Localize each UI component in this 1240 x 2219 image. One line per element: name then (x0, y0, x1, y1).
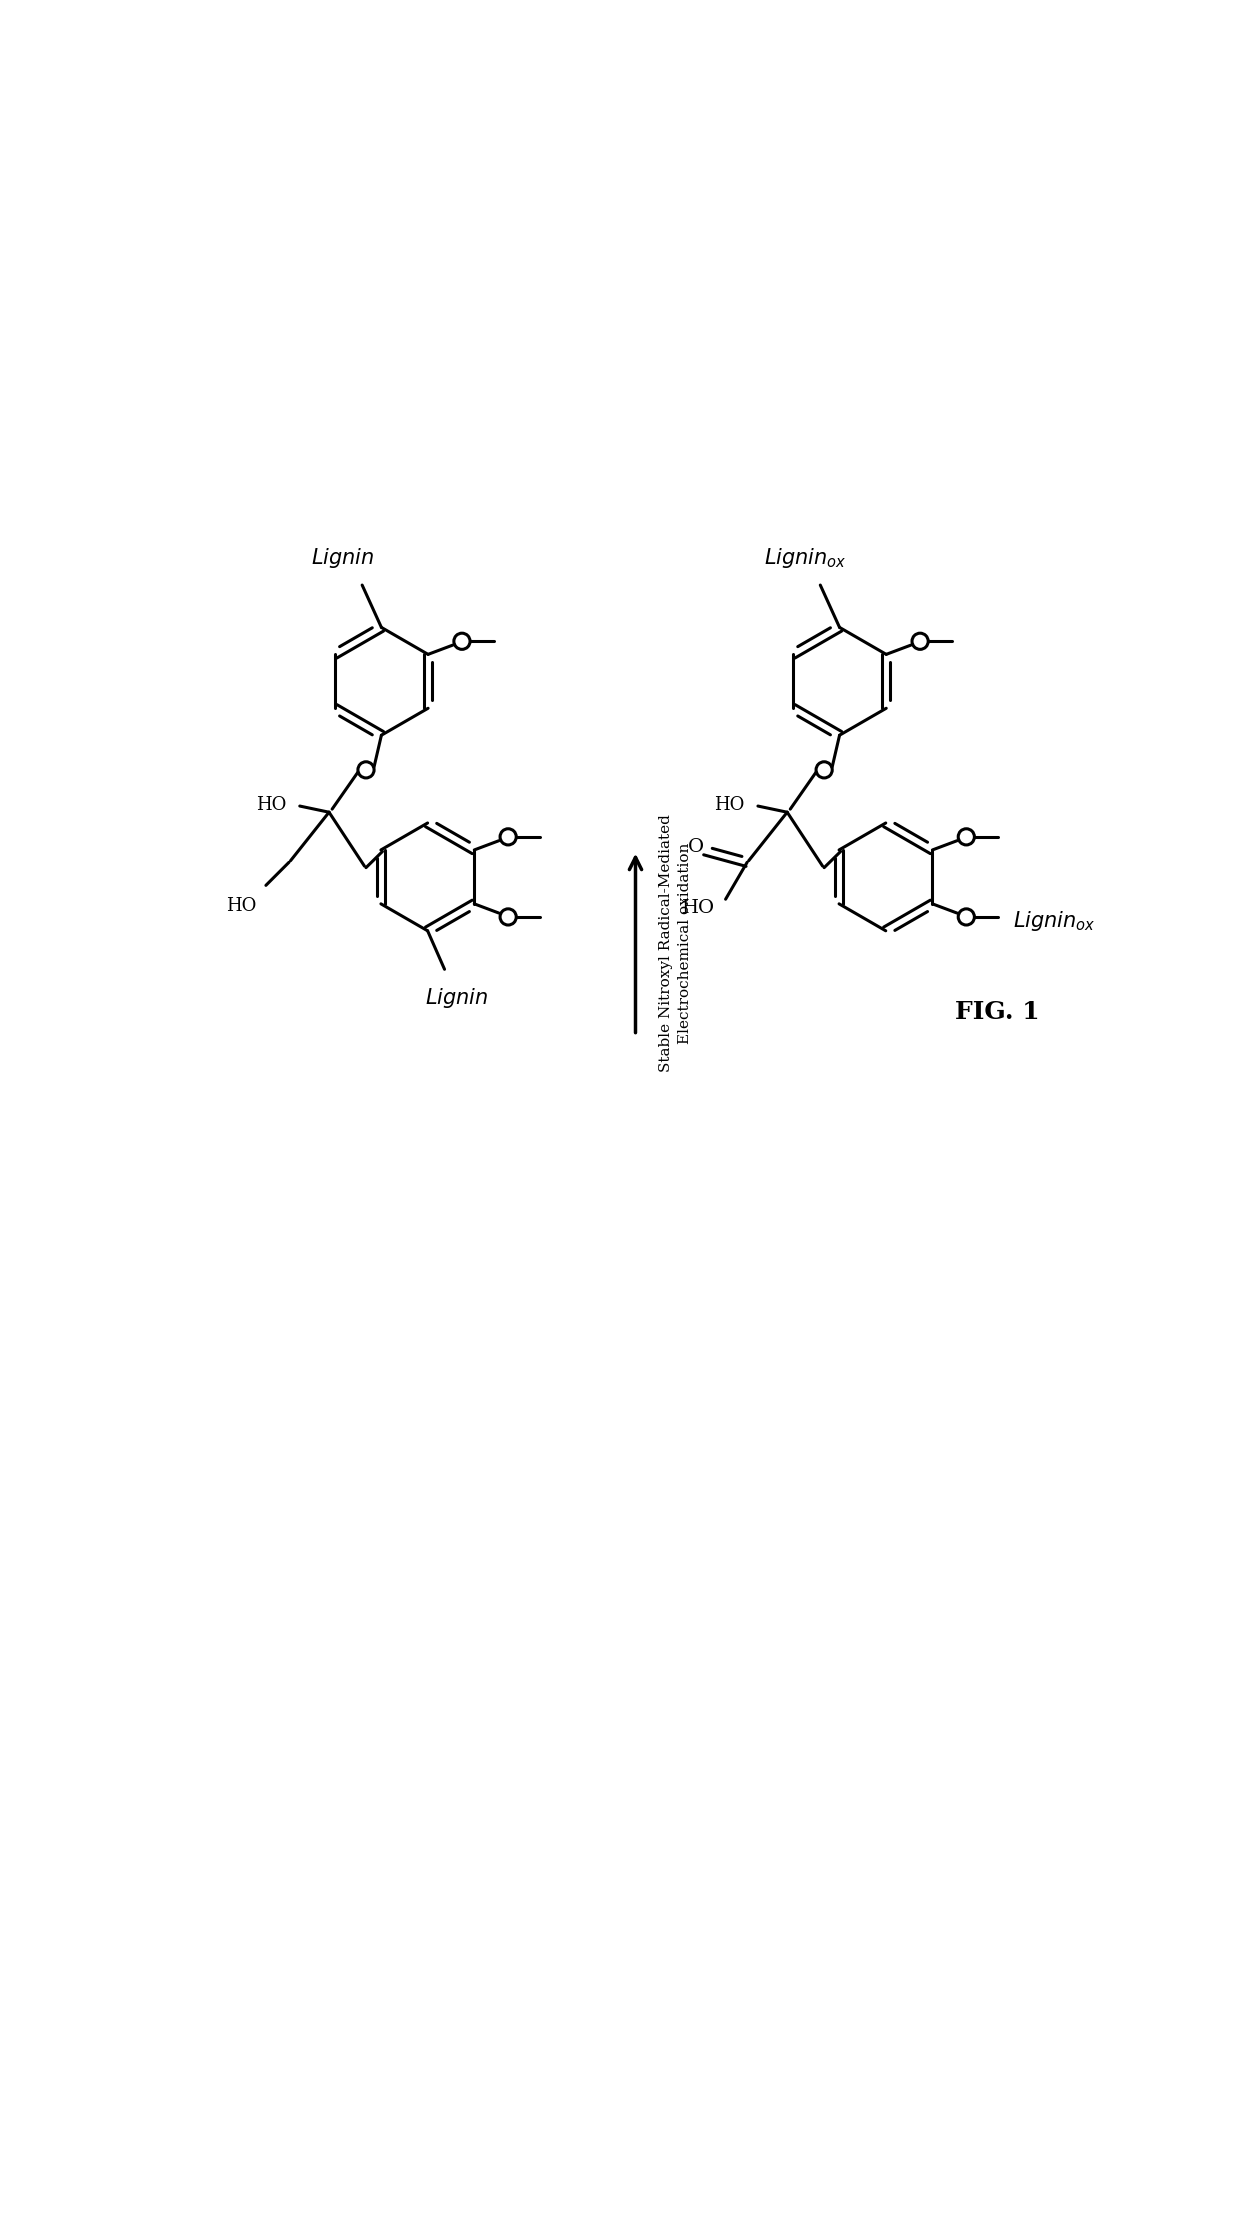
Text: FIG. 1: FIG. 1 (955, 1001, 1039, 1025)
Text: $Lignin_{ox}$: $Lignin_{ox}$ (1013, 910, 1096, 932)
Text: $Lignin$: $Lignin$ (311, 546, 374, 570)
Text: Stable Nitroxyl Radical-Mediated
Electrochemical oxidation: Stable Nitroxyl Radical-Mediated Electro… (658, 814, 692, 1072)
Text: $Lignin$: $Lignin$ (425, 985, 489, 1010)
Text: HO: HO (714, 794, 745, 814)
Text: HO: HO (257, 794, 286, 814)
Text: HO: HO (682, 899, 714, 916)
Text: HO: HO (226, 896, 257, 914)
Text: $Lignin_{ox}$: $Lignin_{ox}$ (764, 546, 846, 570)
Text: O: O (687, 839, 703, 857)
